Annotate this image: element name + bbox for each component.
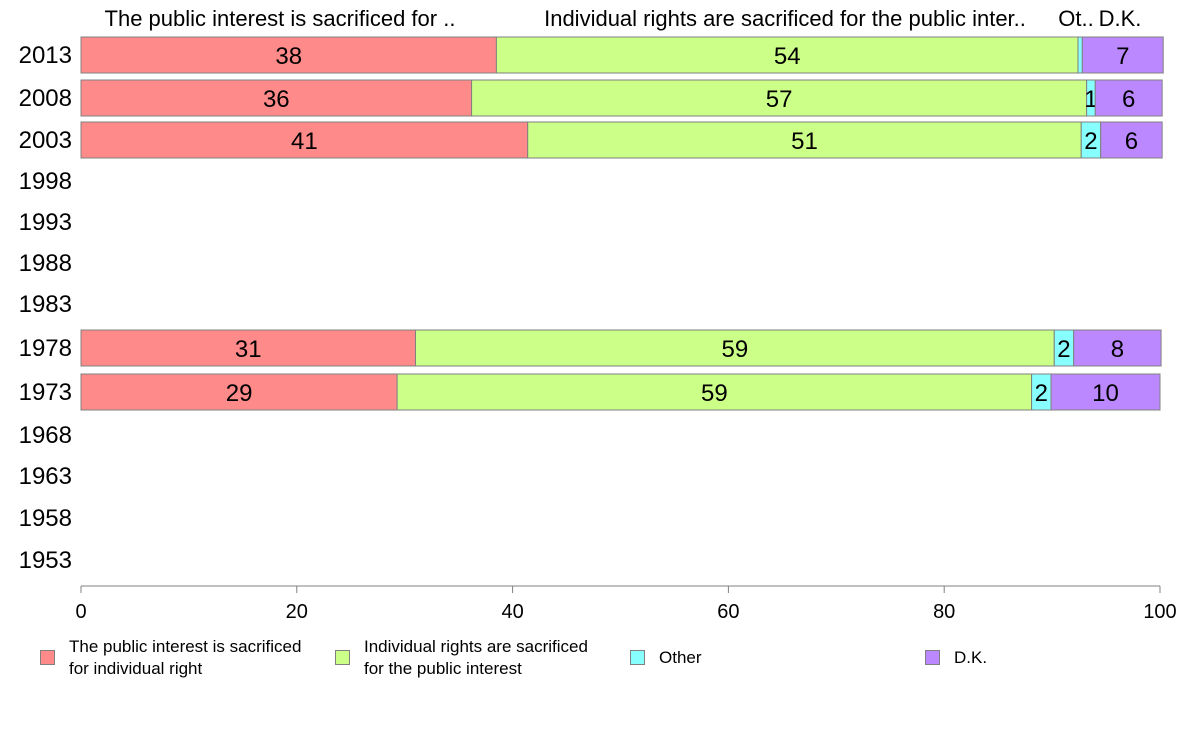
bar-segment [495, 36, 1079, 74]
bar-segment [527, 121, 1082, 159]
x-tick-label: 80 [933, 601, 955, 623]
legend-swatch [335, 650, 350, 665]
data-label: 7 [1116, 43, 1129, 70]
x-tick-label: 40 [501, 601, 523, 623]
column-header: The public interest is sacrificed for .. [105, 6, 456, 31]
legend-label: Individual rights are sacrificed for the… [364, 637, 588, 678]
data-label: 51 [791, 128, 818, 155]
year-label: 1988 [19, 250, 72, 277]
year-label: 1978 [19, 335, 72, 362]
data-label: 38 [275, 43, 302, 70]
bar-segment [80, 121, 529, 159]
legend-label: D.K. [954, 648, 988, 667]
bar-segment [80, 36, 497, 74]
x-tick-label: 60 [717, 601, 739, 623]
x-tick-label: 0 [75, 601, 86, 623]
column-header: D.K. [1099, 6, 1142, 31]
year-label: 1983 [19, 291, 72, 318]
bar-segment [80, 79, 473, 117]
x-tick-label: 20 [286, 601, 308, 623]
legend-swatch [40, 650, 55, 665]
data-label: 2 [1084, 128, 1097, 155]
column-header: Individual rights are sacrificed for the… [544, 6, 1026, 31]
data-label: 57 [766, 86, 793, 113]
data-label: 10 [1092, 380, 1119, 407]
legend-item: Individual rights are sacrificed for the… [335, 632, 588, 680]
year-label: 1973 [19, 379, 72, 406]
bar-segment [396, 373, 1033, 411]
data-label: 2 [1057, 336, 1070, 363]
data-label: 8 [1111, 336, 1124, 363]
year-label: 1993 [19, 209, 72, 236]
data-label: 1 [1084, 86, 1097, 113]
data-label: 2 [1035, 380, 1048, 407]
data-label: 41 [291, 128, 318, 155]
legend-swatch [925, 650, 940, 665]
bar-segment [1100, 121, 1163, 159]
data-label: 59 [722, 336, 749, 363]
legend-swatch [630, 650, 645, 665]
bar-segment [1073, 329, 1162, 367]
data-label: 36 [263, 86, 290, 113]
bar-segment [471, 79, 1088, 117]
year-label: 1998 [19, 168, 72, 195]
bar-segment [414, 329, 1055, 367]
year-label: 2008 [19, 85, 72, 112]
year-label: 1953 [19, 547, 72, 574]
legend-item: Other [630, 632, 702, 669]
bar-segment [1081, 36, 1164, 74]
data-label: 6 [1122, 86, 1135, 113]
data-label: 31 [235, 336, 262, 363]
data-label: 54 [774, 43, 801, 70]
year-label: 1958 [19, 505, 72, 532]
data-label: 6 [1125, 128, 1138, 155]
legend-label: Other [659, 648, 702, 667]
legend-label: The public interest is sacrificed for in… [69, 637, 302, 678]
bar-segment [1094, 79, 1163, 117]
year-label: 1963 [19, 463, 72, 490]
data-label: 59 [701, 380, 728, 407]
legend-item: The public interest is sacrificed for in… [40, 632, 301, 680]
column-header: Ot.. [1058, 6, 1093, 31]
data-label: 29 [226, 380, 253, 407]
legend-item: D.K. [925, 632, 987, 669]
year-label: 2013 [19, 42, 72, 69]
bar-segment [1077, 36, 1083, 74]
bar-segment [1050, 373, 1161, 411]
year-label: 2003 [19, 127, 72, 154]
bar-segment [80, 329, 416, 367]
x-tick-label: 100 [1143, 601, 1176, 623]
year-label: 1968 [19, 422, 72, 449]
chart-legend: The public interest is sacrificed for in… [0, 632, 1188, 692]
